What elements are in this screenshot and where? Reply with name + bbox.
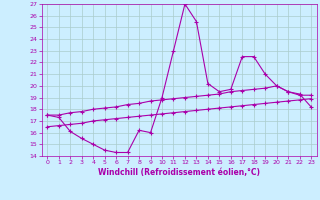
X-axis label: Windchill (Refroidissement éolien,°C): Windchill (Refroidissement éolien,°C)	[98, 168, 260, 177]
